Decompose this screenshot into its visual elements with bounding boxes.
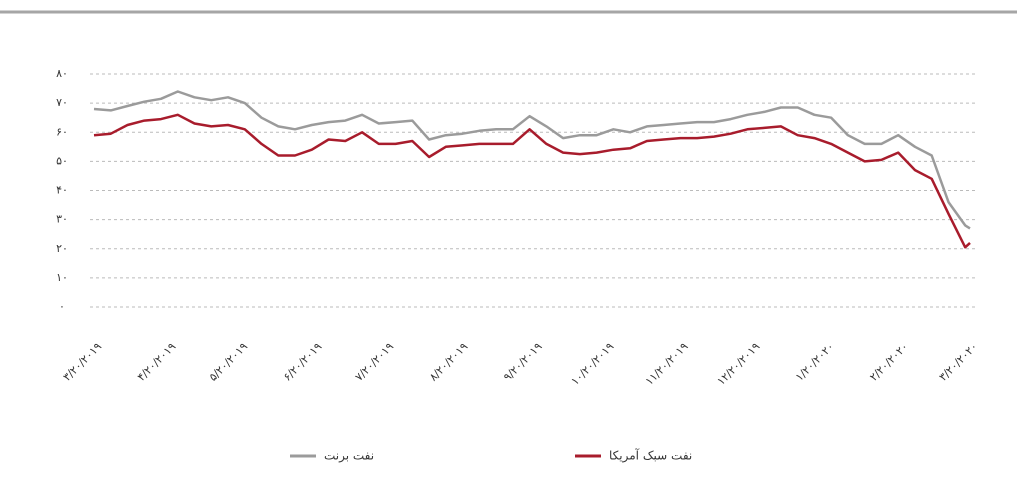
x-tick-label: ۶/۲۰/۲۰۱۹ bbox=[281, 340, 325, 384]
x-tick-label: ۱۱/۲۰/۲۰۱۹ bbox=[643, 340, 691, 388]
legend-label: نفت برنت bbox=[324, 449, 374, 464]
x-tick-label: ۵/۲۰/۲۰۱۹ bbox=[207, 340, 251, 384]
y-tick-label: ۲۰ bbox=[56, 242, 68, 255]
y-tick-label: ۰ bbox=[59, 300, 65, 313]
y-tick-label: ۴۰ bbox=[56, 184, 68, 197]
legend-label: نفت سبک آمریکا bbox=[609, 448, 692, 464]
x-tick-label: ۱۰/۲۰/۲۰۱۹ bbox=[569, 340, 617, 388]
x-tick-label: ۱/۲۰/۲۰۲۰ bbox=[793, 340, 837, 384]
y-tick-label: ۵۰ bbox=[56, 154, 68, 167]
y-tick-label: ۷۰ bbox=[56, 96, 68, 109]
y-tick-label: ۱۰ bbox=[56, 271, 68, 284]
x-tick-label: ۳/۲۰/۲۰۱۹ bbox=[61, 340, 105, 384]
x-tick-label: ۹/۲۰/۲۰۱۹ bbox=[501, 340, 545, 384]
x-tick-label: ۸/۲۰/۲۰۱۹ bbox=[427, 340, 471, 384]
x-tick-label: ۷/۲۰/۲۰۱۹ bbox=[353, 340, 397, 384]
x-tick-label: ۴/۲۰/۲۰۱۹ bbox=[135, 340, 179, 384]
x-tick-label: ۳/۲۰/۲۰۲۰ bbox=[937, 340, 981, 384]
series-line bbox=[93, 90, 971, 230]
y-tick-label: ۳۰ bbox=[56, 213, 68, 226]
y-tick-label: ۸۰ bbox=[56, 67, 68, 80]
series-line bbox=[93, 113, 971, 249]
x-tick-label: ۱۲/۲۰/۲۰۱۹ bbox=[715, 340, 763, 388]
x-tick-label: ۲/۲۰/۲۰۲۰ bbox=[867, 340, 911, 384]
y-tick-label: ۶۰ bbox=[56, 125, 68, 138]
